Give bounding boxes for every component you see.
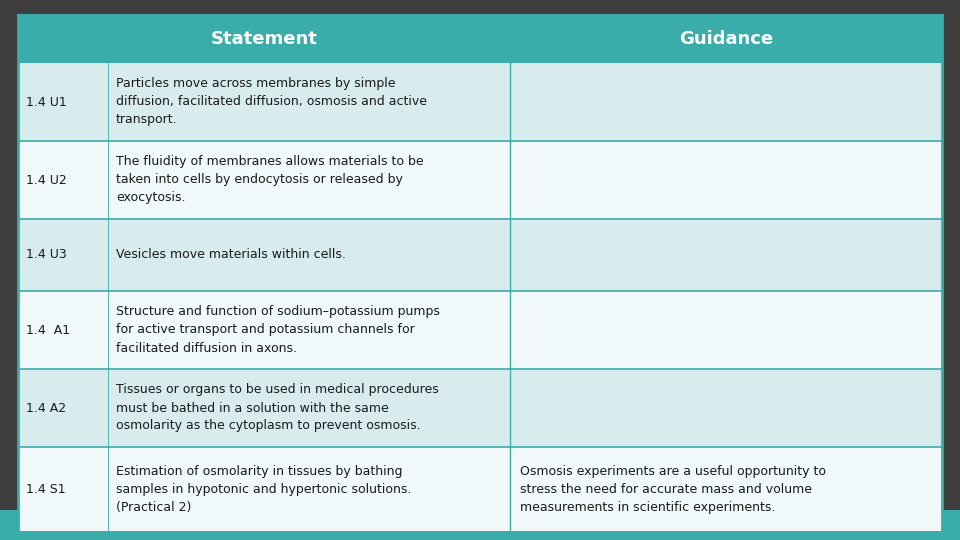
Bar bbox=[18, 219, 942, 291]
Text: 1.4 U1: 1.4 U1 bbox=[26, 96, 67, 109]
Text: 1.4  A1: 1.4 A1 bbox=[26, 323, 70, 336]
Text: Tissues or organs to be used in medical procedures
must be bathed in a solution : Tissues or organs to be used in medical … bbox=[116, 383, 439, 433]
Bar bbox=[18, 291, 942, 369]
Text: 1.4 S1: 1.4 S1 bbox=[26, 483, 65, 496]
Bar bbox=[18, 15, 942, 63]
Bar bbox=[18, 369, 942, 447]
Bar bbox=[18, 141, 942, 219]
Text: Particles move across membranes by simple
diffusion, facilitated diffusion, osmo: Particles move across membranes by simpl… bbox=[116, 78, 427, 126]
Text: Estimation of osmolarity in tissues by bathing
samples in hypotonic and hyperton: Estimation of osmolarity in tissues by b… bbox=[116, 465, 412, 514]
Text: Osmosis experiments are a useful opportunity to
stress the need for accurate mas: Osmosis experiments are a useful opportu… bbox=[520, 465, 826, 514]
Bar bbox=[18, 447, 942, 532]
Bar bbox=[18, 63, 942, 141]
Text: Statement: Statement bbox=[210, 30, 318, 48]
Text: Guidance: Guidance bbox=[679, 30, 773, 48]
Bar bbox=[0, 510, 960, 540]
Text: Vesicles move materials within cells.: Vesicles move materials within cells. bbox=[116, 248, 346, 261]
Text: Structure and function of sodium–potassium pumps
for active transport and potass: Structure and function of sodium–potassi… bbox=[116, 306, 440, 354]
Text: 1.4 U3: 1.4 U3 bbox=[26, 248, 67, 261]
Text: 1.4 A2: 1.4 A2 bbox=[26, 402, 66, 415]
Text: 1.4 U2: 1.4 U2 bbox=[26, 173, 67, 186]
Text: The fluidity of membranes allows materials to be
taken into cells by endocytosis: The fluidity of membranes allows materia… bbox=[116, 156, 423, 205]
